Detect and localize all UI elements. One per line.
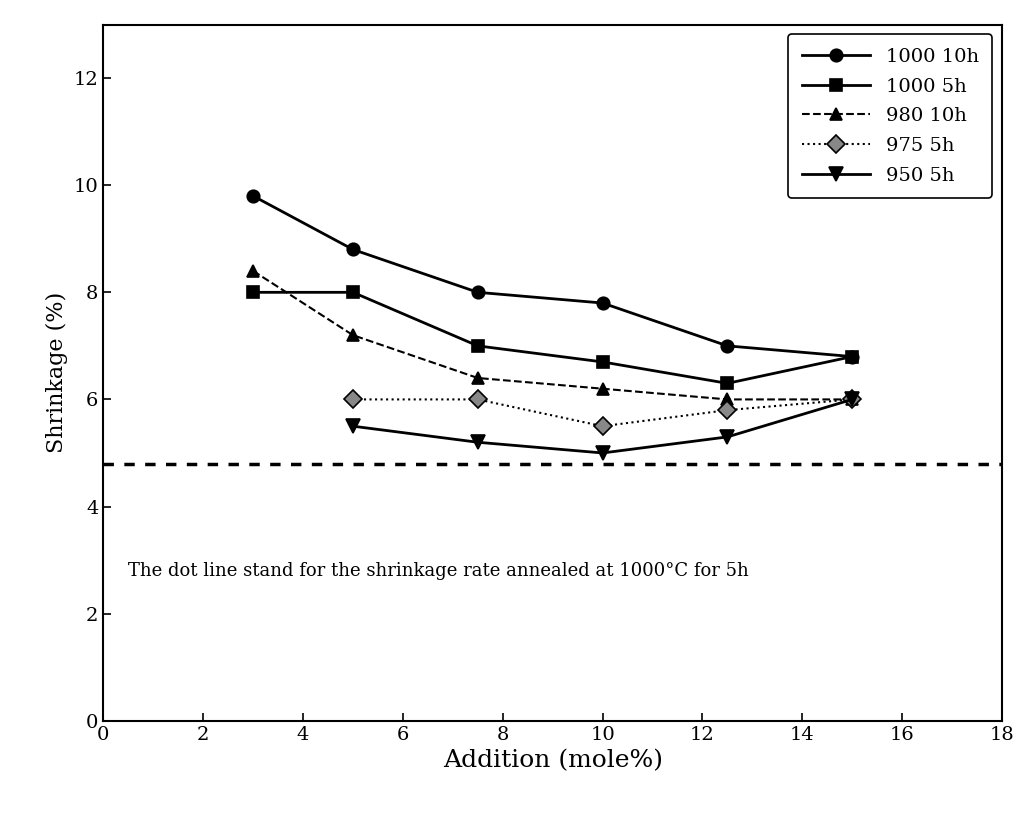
1000 10h [846,351,858,361]
980 10h [247,266,259,276]
1000 10h [247,191,259,201]
980 10h [721,395,733,405]
975 5h [721,405,733,415]
950 5h [596,448,608,458]
1000 10h [347,245,359,255]
X-axis label: Addition (mole%): Addition (mole%) [443,749,662,772]
Line: 975 5h: 975 5h [347,393,858,432]
950 5h [846,395,858,405]
Line: 950 5h: 950 5h [346,392,859,460]
1000 10h [472,287,484,297]
975 5h [347,395,359,405]
975 5h [472,395,484,405]
Line: 1000 5h: 1000 5h [247,286,858,390]
Line: 1000 10h: 1000 10h [247,190,858,363]
980 10h [846,395,858,405]
950 5h [347,421,359,431]
Y-axis label: Shrinkage (%): Shrinkage (%) [46,292,68,453]
1000 5h [247,287,259,297]
975 5h [596,421,608,431]
1000 10h [721,341,733,351]
1000 5h [721,378,733,388]
1000 5h [846,351,858,361]
975 5h [846,395,858,405]
950 5h [472,437,484,447]
1000 5h [347,287,359,297]
Line: 980 10h: 980 10h [247,265,858,405]
950 5h [721,432,733,441]
Legend: 1000 10h, 1000 5h, 980 10h, 975 5h, 950 5h: 1000 10h, 1000 5h, 980 10h, 975 5h, 950 … [788,34,993,198]
1000 5h [472,341,484,351]
1000 5h [596,357,608,367]
980 10h [596,384,608,394]
1000 10h [596,298,608,308]
980 10h [347,330,359,340]
Text: The dot line stand for the shrinkage rate annealed at 1000°C for 5h: The dot line stand for the shrinkage rat… [128,562,749,580]
980 10h [472,373,484,383]
